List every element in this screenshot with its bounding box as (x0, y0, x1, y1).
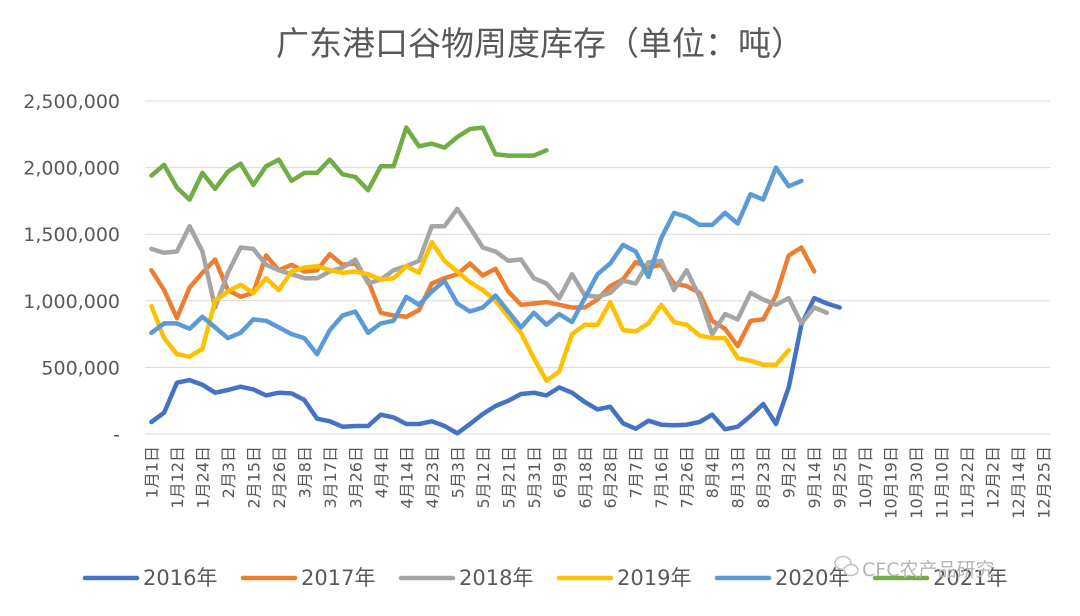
x-tick-label: 10月30日 (907, 446, 926, 519)
series-line-3 (149, 239, 791, 383)
x-tick-label: 1月12日 (168, 446, 187, 509)
watermark-text: CFC农产品研究 (862, 559, 994, 581)
x-tick-label: 7月7日 (627, 446, 646, 498)
x-tick-label: 2月15日 (244, 446, 263, 509)
x-tick-label: 9月2日 (780, 446, 799, 498)
x-tick-label: 11月22日 (958, 446, 977, 519)
legend-label: 2019年 (617, 566, 691, 590)
y-axis-ticks: - 500,000 1,000,000 1,500,000 2,000,000 2,500… (23, 91, 120, 446)
y-tick-label: 1,500,000 (23, 224, 120, 246)
x-tick-label: 5月31日 (525, 446, 544, 509)
x-tick-label: 4月14日 (397, 446, 416, 509)
y-tick-label: 1,000,000 (23, 291, 120, 313)
x-tick-label: 5月21日 (499, 446, 518, 509)
x-tick-label: 12月14日 (1009, 446, 1028, 519)
x-tick-label: 9月25日 (831, 446, 850, 509)
x-tick-label: 4月4日 (372, 446, 391, 498)
x-tick-label: 7月26日 (678, 446, 697, 509)
watermark: CFC农产品研究 (834, 555, 994, 581)
x-tick-label: 6月28日 (601, 446, 620, 509)
wechat-icon (834, 555, 859, 577)
series-lines (149, 125, 842, 436)
x-tick-label: 2月3日 (219, 446, 238, 498)
legend-label: 2017年 (301, 566, 375, 590)
legend-label: 2018年 (459, 566, 533, 590)
y-tick-label: 2,000,000 (23, 158, 120, 180)
x-tick-label: 3月17日 (321, 446, 340, 509)
grid (145, 100, 1050, 368)
x-tick-label: 5月3日 (448, 446, 467, 498)
legend-label: 2020年 (775, 566, 849, 590)
x-tick-label: 8月13日 (729, 446, 748, 509)
x-tick-label: 3月8日 (295, 446, 314, 498)
x-tick-label: 1月1日 (142, 446, 161, 498)
chart-title: 广东港口谷物周度库存（单位：吨） (276, 24, 804, 63)
x-tick-label: 10月7日 (856, 446, 875, 509)
x-tick-label: 6月18日 (576, 446, 595, 509)
x-axis-ticks: 1月1日 1月12日 1月24日 2月3日 2月15日 2月26日 3月8日 3月17日 3月2… (142, 446, 1053, 519)
x-tick-label: 11月10日 (933, 446, 952, 519)
x-tick-label: 6月9日 (550, 446, 569, 498)
x-tick-label: 3月26日 (346, 446, 365, 509)
series-line-1 (149, 245, 817, 349)
series-line-2 (149, 206, 830, 337)
legend: 2016年 2017年 2018年 2019年 2020年 2021年 (82, 566, 1007, 590)
x-tick-label: 8月23日 (754, 446, 773, 509)
y-tick-label: - (113, 424, 120, 446)
x-tick-label: 4月23日 (423, 446, 442, 509)
x-tick-label: 9月14日 (805, 446, 824, 509)
series-line-5 (149, 125, 549, 202)
x-tick-label: 10月19日 (882, 446, 901, 519)
x-tick-label: 2月26日 (270, 446, 289, 509)
y-tick-label: 2,500,000 (23, 91, 120, 113)
y-tick-label: 500,000 (41, 357, 120, 379)
x-tick-label: 8月4日 (703, 446, 722, 498)
legend-label: 2021年 (933, 566, 1007, 590)
x-tick-label: 1月24日 (193, 446, 212, 509)
x-tick-label: 12月25日 (1035, 446, 1054, 519)
series-line-4 (149, 165, 804, 357)
legend-label: 2016年 (143, 566, 217, 590)
x-tick-label: 5月12日 (474, 446, 493, 509)
series-line-0 (149, 295, 842, 436)
x-tick-label: 7月16日 (652, 446, 671, 509)
x-tick-label: 12月2日 (984, 446, 1003, 509)
